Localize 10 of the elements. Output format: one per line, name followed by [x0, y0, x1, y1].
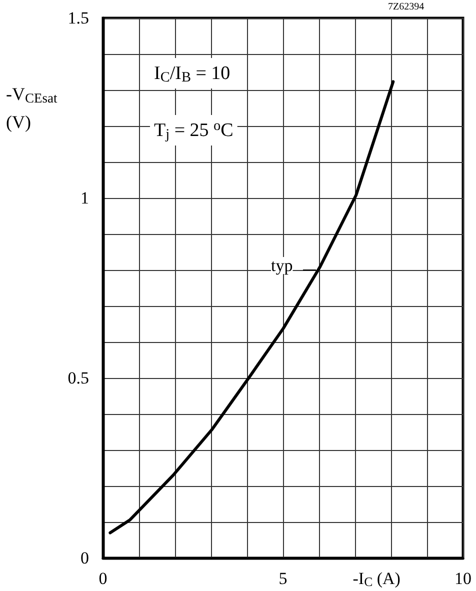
y-tick-label: 0.5	[68, 368, 89, 388]
text: 7Z62394	[388, 2, 424, 12]
x-tick-label: 10	[454, 569, 472, 588]
line-series	[108, 80, 395, 534]
annotation: typ	[271, 256, 293, 275]
y-tick-label: 0	[80, 548, 89, 568]
x-tick-label: 5	[278, 569, 288, 588]
y-tick-label: 1	[80, 188, 89, 208]
x-tick-label: 0	[98, 569, 108, 588]
y-tick-label: 1.5	[68, 8, 89, 28]
